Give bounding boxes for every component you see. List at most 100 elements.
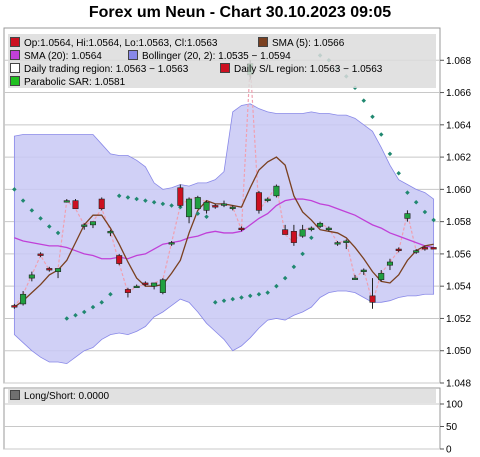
purple-square-icon <box>10 50 20 60</box>
y-tick-label: 1.064 <box>446 120 471 131</box>
legend-ohlc-label: Op:1.0564, Hi:1.0564, Lo:1.0563, Cl:1.05… <box>24 38 218 49</box>
sar-dot <box>55 230 61 236</box>
chart-title: Forex um Neun - Chart 30.10.2023 09:05 <box>88 4 392 21</box>
brown-square-icon <box>258 37 268 47</box>
y-tick-label: 1.048 <box>446 379 471 390</box>
candle-body <box>72 200 79 210</box>
candle-body <box>317 222 324 227</box>
candle-body <box>89 221 96 226</box>
legend-row: SMA (20): 1.0564 Bollinger (20, 2): 1.05… <box>8 50 436 63</box>
blue-square-icon <box>128 50 138 60</box>
lower-legend: Long/Short: 0.0000 <box>8 389 436 403</box>
legend-row: Op:1.0564, Hi:1.0564, Lo:1.0563, Cl:1.05… <box>8 37 436 50</box>
bollinger-band-area <box>13 103 435 365</box>
candle-body <box>413 250 420 253</box>
candle-body <box>290 231 297 243</box>
legend-sma20: SMA (20): 1.0564 <box>10 50 102 62</box>
candle-body <box>20 293 27 305</box>
y-axis-labels: 1.048 1.050 1.052 1.054 1.056 1.058 1.060 1.062… <box>440 56 471 390</box>
legend-row: Daily trading region: 1.0563 − 1.0563 Da… <box>8 63 436 76</box>
sar-dot <box>230 296 235 302</box>
sar-dot <box>247 293 253 299</box>
sar-dot <box>291 264 297 270</box>
sar-dot <box>116 193 122 199</box>
legend-sar: Parabolic SAR: 1.0581 <box>10 76 125 88</box>
candle-body <box>28 274 35 279</box>
legend-long-short-label: Long/Short: 0.0000 <box>24 391 110 402</box>
lower-grid <box>4 403 440 450</box>
white-square-icon <box>10 63 20 73</box>
candle-body <box>81 224 88 227</box>
green-square-icon <box>10 76 20 86</box>
legend-ohlc: Op:1.0564, Hi:1.0564, Lo:1.0563, Cl:1.05… <box>10 37 217 49</box>
candle-body <box>46 268 53 271</box>
candle-body <box>421 247 428 250</box>
candle-body <box>264 198 271 201</box>
legend-sar-label: Parabolic SAR: 1.0581 <box>24 77 126 88</box>
candle-body <box>273 185 280 197</box>
candle-body <box>255 192 262 211</box>
red-square-icon <box>10 37 20 47</box>
candle-body <box>186 198 193 218</box>
lower-y-tick-label: 0 <box>446 445 452 456</box>
legend-bollinger: Bollinger (20, 2): 1.0535 − 1.0594 <box>128 50 291 62</box>
candle-body <box>404 213 411 219</box>
candle-body <box>124 289 131 293</box>
y-tick-label: 1.056 <box>446 249 471 260</box>
legend-long-short: Long/Short: 0.0000 <box>10 390 109 402</box>
sar-dot <box>413 200 419 205</box>
sar-dot <box>309 235 314 241</box>
candle-body <box>395 248 402 251</box>
legend-sl-region: Daily S/L region: 1.0563 − 1.0563 <box>220 63 382 75</box>
lower-y-tick-label: 100 <box>446 400 463 411</box>
sar-dot <box>274 283 279 289</box>
candle-body <box>151 282 158 287</box>
sar-dot <box>405 190 410 195</box>
candle-body <box>37 253 44 256</box>
candle-body <box>238 227 245 231</box>
sar-dot <box>387 151 393 157</box>
candle-body <box>212 205 219 208</box>
candle-body <box>325 227 332 231</box>
candle-body <box>168 242 175 245</box>
sar-dot <box>431 217 436 223</box>
sar-dot <box>256 291 262 297</box>
candle-body <box>194 197 201 210</box>
y-tick-label: 1.060 <box>446 185 471 196</box>
candle-body <box>11 305 18 308</box>
candle-body <box>159 279 166 293</box>
candle-body <box>177 187 184 206</box>
legend-sma20-label: SMA (20): 1.0564 <box>24 51 102 62</box>
candle-body <box>133 285 140 288</box>
candle-body <box>308 227 315 231</box>
legend-row: Parabolic SAR: 1.0581 <box>8 76 436 89</box>
candle-body <box>282 229 289 235</box>
sar-dot <box>20 198 26 203</box>
candle-body <box>369 295 376 303</box>
candle-body <box>378 272 385 281</box>
sar-dot <box>300 251 305 257</box>
gray-square-icon <box>10 390 20 400</box>
candle-body <box>55 268 62 272</box>
y-tick-label: 1.066 <box>446 88 471 99</box>
sar-dot <box>239 295 244 300</box>
sar-dot <box>422 209 428 215</box>
legend-trading-region: Daily trading region: 1.0563 − 1.0563 <box>10 63 188 75</box>
candle-body <box>229 206 236 209</box>
candle-body <box>116 255 123 264</box>
legend-sma5: SMA (5): 1.0566 <box>258 37 344 49</box>
candle-body <box>220 203 228 206</box>
sar-dot <box>64 316 70 321</box>
sar-dot <box>265 290 270 295</box>
candle-body <box>142 282 149 285</box>
candle-body <box>98 198 105 210</box>
y-tick-label: 1.068 <box>446 56 471 67</box>
legend-trading-region-label: Daily trading region: 1.0563 − 1.0563 <box>24 64 189 75</box>
candle-body <box>334 242 341 245</box>
candle-body <box>63 200 70 203</box>
candle-body <box>299 229 306 237</box>
candle-body <box>352 277 359 280</box>
sma20-line <box>14 198 434 260</box>
y-tick-label: 1.058 <box>446 217 471 228</box>
y-tick-label: 1.054 <box>446 282 471 293</box>
